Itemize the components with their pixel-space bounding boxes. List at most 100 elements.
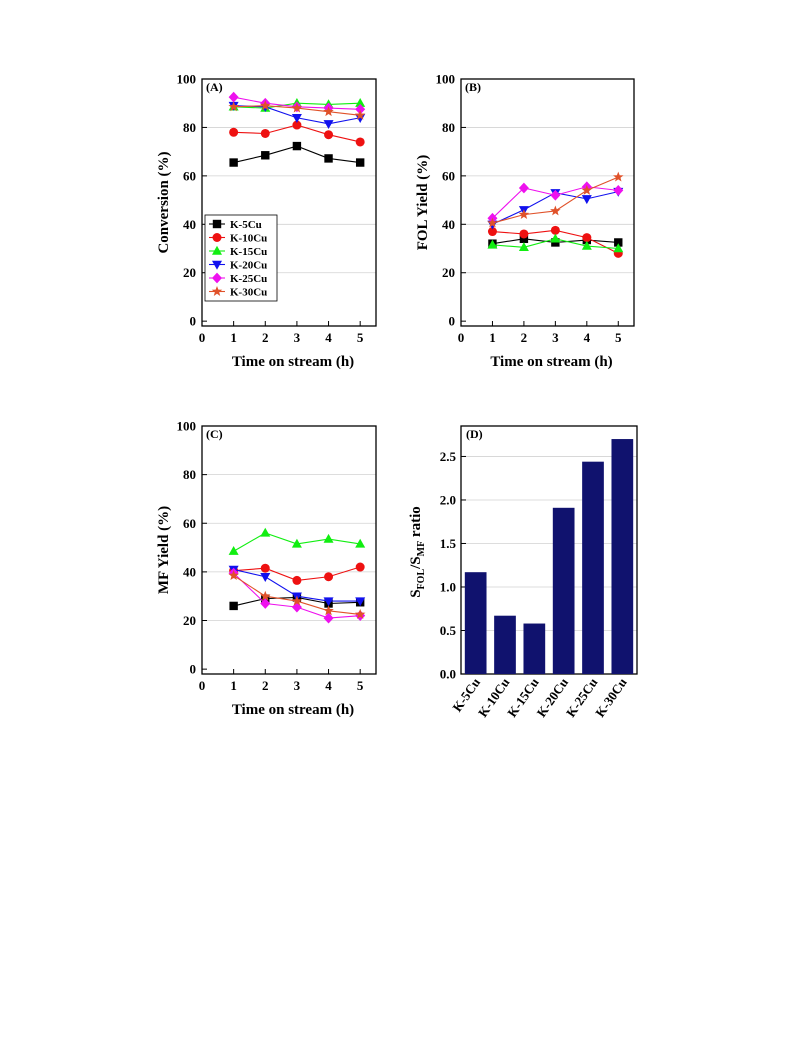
legend-marker bbox=[212, 260, 222, 270]
data-point-K-30Cu bbox=[354, 109, 366, 120]
y-tick-label: 60 bbox=[442, 168, 455, 183]
x-tick-label: 5 bbox=[357, 330, 364, 345]
data-point-K-10Cu bbox=[324, 130, 334, 140]
bar-K-5Cu bbox=[464, 572, 487, 674]
bar-K-25Cu bbox=[582, 461, 604, 674]
y-axis-title: Conversion (%) bbox=[156, 151, 172, 253]
panel-label: (D) bbox=[466, 427, 483, 441]
data-point-K-30Cu bbox=[291, 595, 303, 606]
data-point-K-20Cu bbox=[355, 597, 366, 607]
plot-frame bbox=[460, 425, 638, 675]
y-tick-label: 2.5 bbox=[440, 449, 457, 464]
x-tick-label: 2 bbox=[262, 330, 269, 345]
x-axis-title: Time on stream (h) bbox=[490, 354, 612, 370]
legend-marker bbox=[212, 245, 222, 255]
y-tick-label: 0 bbox=[190, 662, 197, 677]
panel-label: (A) bbox=[206, 80, 223, 94]
data-point-K-30Cu bbox=[323, 106, 334, 117]
x-tick-label: 1 bbox=[230, 678, 237, 693]
y-tick-label: 2.0 bbox=[440, 492, 456, 507]
y-tick-label: 20 bbox=[183, 265, 196, 280]
x-tick-label: 0 bbox=[199, 330, 206, 345]
data-point-K-20Cu bbox=[581, 195, 592, 205]
y-tick-label: 40 bbox=[183, 217, 196, 232]
data-point-K-15Cu bbox=[487, 239, 498, 249]
y-tick-label: 60 bbox=[183, 168, 196, 183]
plot-frame bbox=[201, 78, 377, 327]
data-point-K-25Cu bbox=[355, 103, 366, 115]
y-tick-label: 1.0 bbox=[440, 579, 456, 594]
data-point-K-30Cu bbox=[487, 217, 498, 228]
data-point-K-30Cu bbox=[581, 184, 593, 195]
data-point-K-10Cu bbox=[355, 137, 365, 147]
data-point-K-30Cu bbox=[260, 100, 271, 111]
y-tick-label: 40 bbox=[442, 217, 455, 232]
legend-label: K-25Cu bbox=[230, 273, 267, 285]
legend-label: K-20Cu bbox=[230, 260, 267, 272]
data-point-K-10Cu bbox=[260, 563, 270, 573]
panel-label: (B) bbox=[465, 80, 481, 94]
data-point-K-5Cu bbox=[292, 141, 302, 151]
y-axis-title: MF Yield (%) bbox=[156, 506, 172, 594]
bar-K-10Cu bbox=[494, 615, 516, 674]
data-point-K-30Cu bbox=[354, 608, 366, 619]
x-tick-label: 4 bbox=[325, 330, 332, 345]
x-tick-label: 4 bbox=[584, 330, 591, 345]
data-point-K-15Cu bbox=[291, 538, 302, 548]
data-point-K-30Cu bbox=[228, 570, 239, 580]
x-tick-label: 4 bbox=[325, 678, 332, 693]
data-point-K-15Cu bbox=[613, 243, 624, 253]
y-axis-title: SFOL/SMF ratio bbox=[408, 506, 427, 598]
data-point-K-15Cu bbox=[355, 538, 366, 548]
panel-label: (C) bbox=[206, 427, 223, 441]
bar-K-30Cu bbox=[611, 439, 634, 674]
y-tick-label: 40 bbox=[183, 564, 196, 579]
plot-frame bbox=[201, 425, 377, 675]
x-tick-label: 1 bbox=[489, 330, 496, 345]
legend-marker bbox=[212, 272, 222, 284]
data-point-K-10Cu bbox=[292, 120, 302, 130]
legend-label: K-5Cu bbox=[230, 219, 262, 231]
x-axis-title: Time on stream (h) bbox=[232, 354, 354, 370]
data-point-K-25Cu bbox=[518, 182, 529, 194]
data-point-K-15Cu bbox=[260, 527, 271, 537]
data-point-K-5Cu bbox=[355, 158, 365, 167]
data-point-K-5Cu bbox=[519, 234, 529, 244]
data-point-K-5Cu bbox=[261, 151, 270, 160]
data-point-K-10Cu bbox=[582, 233, 592, 243]
y-tick-label: 1.5 bbox=[440, 536, 457, 551]
data-point-K-15Cu bbox=[581, 240, 592, 250]
legend-marker bbox=[211, 286, 223, 296]
y-tick-label: 0.5 bbox=[440, 623, 457, 638]
x-tick-label: K-30Cu bbox=[592, 675, 630, 720]
data-point-K-15Cu bbox=[228, 546, 239, 555]
data-point-K-10Cu bbox=[324, 572, 334, 582]
x-tick-label: 5 bbox=[357, 678, 364, 693]
data-point-K-15Cu bbox=[550, 233, 561, 243]
data-point-K-20Cu bbox=[323, 120, 334, 129]
legend-label: K-30Cu bbox=[230, 287, 267, 299]
data-point-K-30Cu bbox=[228, 101, 239, 112]
y-tick-label: 80 bbox=[183, 120, 196, 135]
data-point-K-5Cu bbox=[614, 238, 623, 247]
legend-label: K-15Cu bbox=[230, 246, 267, 258]
legend-marker bbox=[212, 233, 222, 242]
data-point-K-20Cu bbox=[260, 573, 271, 582]
y-tick-label: 80 bbox=[183, 467, 196, 482]
plot-frame bbox=[460, 78, 635, 327]
data-point-K-10Cu bbox=[260, 128, 270, 138]
data-point-K-15Cu bbox=[518, 242, 529, 251]
y-tick-label: 0.0 bbox=[440, 667, 456, 682]
y-tick-label: 20 bbox=[442, 265, 455, 280]
x-tick-label: 3 bbox=[552, 330, 559, 345]
data-point-K-30Cu bbox=[260, 590, 271, 601]
x-tick-label: 1 bbox=[230, 330, 237, 345]
data-point-K-30Cu bbox=[518, 209, 530, 220]
data-point-K-30Cu bbox=[291, 102, 303, 113]
y-tick-label: 100 bbox=[177, 419, 197, 434]
data-point-K-20Cu bbox=[355, 114, 366, 123]
data-point-K-25Cu bbox=[550, 189, 561, 201]
